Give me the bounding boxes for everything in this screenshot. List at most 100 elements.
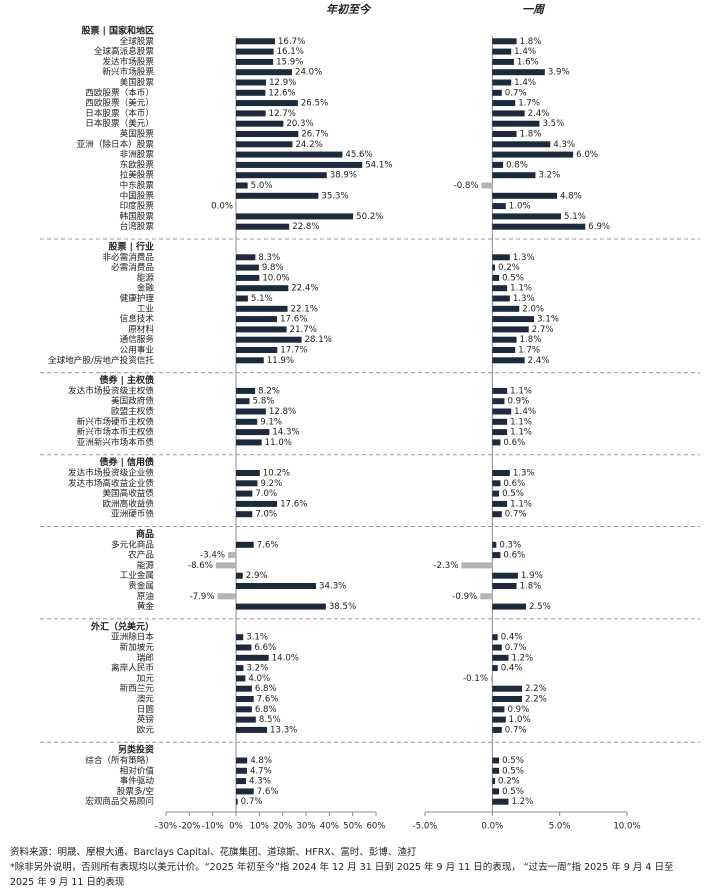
bar [492, 151, 574, 158]
bar [236, 100, 298, 107]
value-label: 9.1% [260, 417, 282, 427]
bar [492, 347, 516, 353]
value-label: 45.6% [345, 150, 372, 160]
value-label: 54.1% [365, 160, 392, 170]
bar [236, 89, 266, 96]
category-label: 日本股票（本币） [85, 107, 154, 119]
category-label: 日圆 [137, 704, 154, 715]
value-label: 2.2% [525, 695, 547, 705]
bar [236, 182, 248, 189]
value-label: 3.9% [548, 68, 570, 78]
bar [236, 131, 299, 137]
category-label: 工业金属 [120, 569, 154, 581]
bar [492, 305, 520, 312]
bar [236, 439, 262, 446]
value-label: 6.0% [576, 150, 598, 160]
bar [492, 470, 510, 476]
value-label: 7.6% [257, 540, 279, 550]
x-tick-label: 5.0% [549, 822, 571, 832]
category-label: 原材料 [128, 323, 154, 335]
category-label: 亚洲硬币债 [111, 508, 154, 520]
category-label: 公用事业 [120, 344, 155, 356]
value-label: 17.7% [280, 346, 307, 356]
category-label: 发达市场投资级企业债 [68, 467, 154, 479]
category-label: 中东股票 [120, 179, 155, 191]
value-label: 0.7% [505, 643, 527, 653]
value-label: 1.4% [514, 47, 536, 57]
bar [492, 336, 517, 343]
value-label: 1.1% [510, 386, 532, 396]
value-label: 26.7% [301, 130, 328, 140]
bar [492, 38, 517, 45]
bar [492, 89, 502, 96]
bar [492, 603, 526, 610]
value-label: 17.6% [280, 315, 307, 325]
bar [492, 541, 497, 548]
bar [236, 336, 302, 343]
value-label: 28.1% [305, 335, 332, 345]
category-label: 英国股票 [120, 128, 155, 140]
value-label: 17.6% [280, 499, 307, 509]
notes: 资料来源：明晟、摩根大通、Barclays Capital、花旗集团、道琼斯、H… [10, 845, 700, 890]
value-label: 1.8% [520, 130, 542, 140]
category-label: 英镑 [137, 713, 155, 725]
bar [492, 285, 508, 292]
value-label: 5.8% [253, 397, 275, 407]
category-label: 加元 [137, 673, 155, 684]
category-label: 欧元 [137, 723, 155, 735]
group-header: 另类投资 [118, 744, 154, 756]
value-label: 3.2% [246, 664, 268, 674]
value-label: 0.5% [502, 756, 524, 766]
category-label: 股票多/空 [117, 785, 154, 797]
bar [492, 429, 508, 436]
bar [217, 593, 236, 600]
value-label: 0.5% [502, 489, 524, 499]
bar [236, 500, 278, 507]
x-tick-label: 10.0% [613, 822, 640, 832]
x-tick-label: 0% [229, 822, 243, 832]
value-label: 1.1% [510, 284, 532, 294]
group-header: 股票 | 国家和地区 [81, 25, 154, 37]
x-tick-label: 0.0% [481, 822, 503, 832]
bar [492, 100, 516, 107]
category-label: 台湾股票 [120, 220, 155, 232]
value-label: 5.1% [564, 212, 586, 222]
value-label: 14.3% [272, 428, 299, 438]
category-label: 全球股票 [120, 35, 155, 47]
category-label: 宏观商品交易顾问 [85, 795, 154, 807]
bar [492, 511, 502, 518]
value-label: 4.0% [248, 674, 270, 684]
value-label: 5.1% [251, 294, 273, 304]
value-label: 6.6% [254, 643, 276, 653]
bar [492, 69, 545, 76]
x-tick-label: 20% [273, 822, 292, 832]
value-label: 1.4% [514, 78, 536, 88]
bar [236, 141, 293, 148]
bar [236, 387, 256, 394]
value-label: 7.0% [255, 489, 277, 499]
bar [236, 110, 266, 117]
bar [236, 490, 253, 497]
value-label: 1.1% [510, 428, 532, 438]
bar [492, 295, 510, 302]
bar [236, 398, 250, 405]
bar [236, 254, 256, 261]
bar [492, 552, 501, 559]
category-label: 多元化商品 [111, 538, 154, 550]
value-label: -7.9% [190, 592, 215, 602]
bar [236, 778, 247, 785]
bar [236, 79, 267, 86]
bar [492, 326, 529, 333]
bar [236, 151, 343, 158]
value-label: 24.0% [295, 68, 322, 78]
bar [236, 685, 252, 692]
x-tick-label: -20% [178, 822, 200, 832]
value-label: 1.8% [520, 582, 542, 592]
category-label: 原油 [137, 590, 154, 602]
category-label: 健康护理 [120, 292, 155, 304]
value-label: 0.0% [211, 202, 233, 212]
value-label: 8.3% [258, 253, 280, 263]
bar [492, 387, 508, 394]
bar [492, 696, 522, 702]
